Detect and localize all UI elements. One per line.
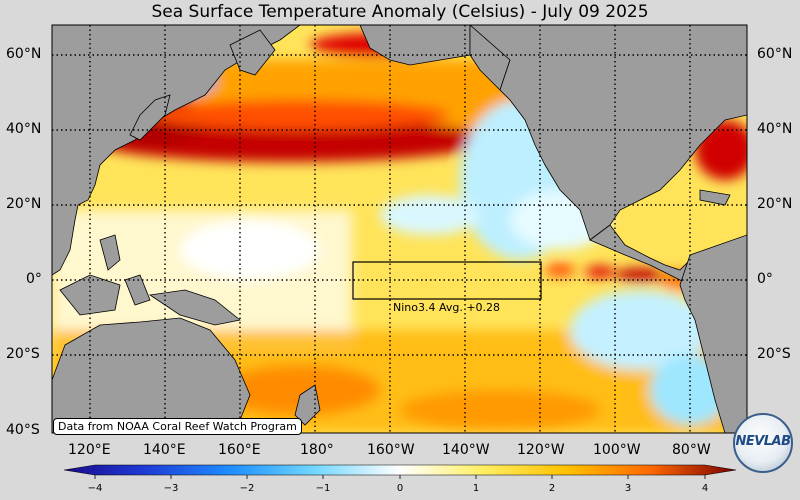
lon-label-160e: 160°E: [218, 442, 261, 458]
lon-label-100w: 100°W: [593, 442, 641, 458]
lon-label-120e: 120°E: [68, 442, 111, 458]
colorbar-tick-label: 3: [624, 483, 632, 494]
graticule: [52, 25, 747, 433]
lat-label-eq-right: 0°: [757, 271, 773, 287]
lat-label-60n-left: 60°N: [6, 46, 42, 62]
map-frame: [51, 24, 748, 434]
nino34-average-label: Nino3.4 Avg. +0.28: [393, 301, 501, 314]
lat-label-20n-left: 20°N: [6, 196, 42, 212]
colorbar-tick-label: −4: [87, 483, 103, 494]
lat-label-20s-left: 20°S: [6, 346, 40, 362]
logo-text: NEVLAB: [735, 434, 791, 449]
colorbar-tick-label: 1: [472, 483, 480, 494]
lat-label-40s-left: 40°S: [6, 422, 40, 438]
lat-label-20s-right: 20°S: [757, 346, 791, 362]
lon-label-120w: 120°W: [517, 442, 565, 458]
colorbar: [63, 464, 737, 479]
colorbar-tick-label: −2: [239, 483, 255, 494]
lon-label-140e: 140°E: [143, 442, 186, 458]
lat-label-60n-right: 60°N: [757, 46, 793, 62]
lon-label-160w: 160°W: [367, 442, 415, 458]
nino34-region-box: [352, 261, 542, 300]
map-title: Sea Surface Temperature Anomaly (Celsius…: [151, 2, 649, 22]
lat-label-eq-left: 0°: [26, 271, 42, 287]
land-masses: [52, 25, 747, 433]
colorbar-tick-label: −1: [315, 483, 331, 494]
colorbar-tick-label: 0: [396, 483, 404, 494]
lon-label-140w: 140°W: [442, 442, 490, 458]
data-source-credit: Data from NOAA Coral Reef Watch Program: [53, 418, 302, 435]
lon-label-80w: 80°W: [672, 442, 711, 458]
colorbar-tick-label: 2: [548, 483, 556, 494]
lat-label-40n-left: 40°N: [6, 121, 42, 137]
lat-label-20n-right: 20°N: [757, 196, 793, 212]
nevlab-logo: NEVLAB: [733, 413, 793, 473]
colorbar-tick-label: −3: [163, 483, 179, 494]
colorbar-tick-label: 4: [701, 483, 709, 494]
lon-label-180: 180°: [300, 442, 334, 458]
lat-label-40n-right: 40°N: [757, 121, 793, 137]
